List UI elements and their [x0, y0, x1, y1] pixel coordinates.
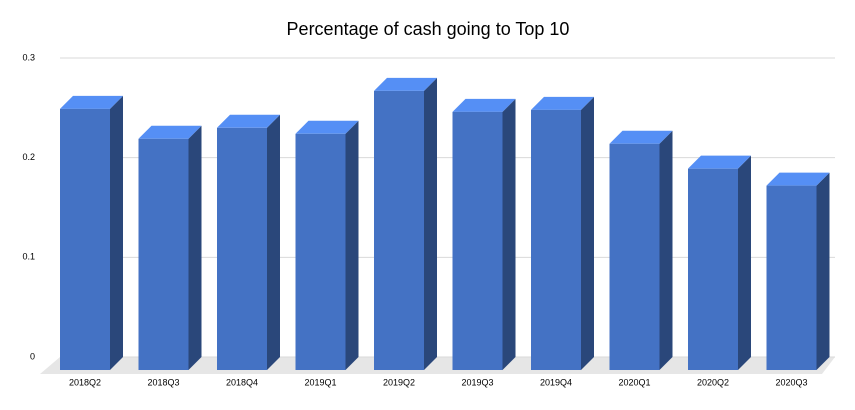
bar-side	[738, 155, 751, 370]
y-tick-label: 0.1	[22, 252, 35, 262]
bar	[688, 168, 738, 370]
x-tick-label: 2019Q2	[383, 377, 415, 387]
chart-title: Percentage of cash going to Top 10	[287, 19, 570, 39]
y-tick-label: 0.3	[22, 52, 35, 62]
bar	[60, 108, 110, 370]
bar-top	[60, 95, 123, 109]
bar	[766, 185, 817, 370]
x-tick-label: 2018Q4	[226, 377, 258, 387]
x-tick-label: 2020Q1	[618, 377, 650, 387]
x-tick-label: 2019Q4	[540, 377, 572, 387]
bar-top	[452, 98, 516, 112]
bar-side	[502, 98, 516, 370]
bar-top	[295, 120, 359, 134]
y-tick-label: 0	[30, 351, 35, 361]
bar-side	[188, 125, 202, 370]
bar-top	[374, 77, 437, 91]
x-tick-label: 2018Q2	[69, 377, 101, 387]
bar-top	[609, 130, 673, 144]
bar-side	[659, 130, 673, 370]
y-tick-label: 0.2	[22, 152, 35, 162]
bar-top	[217, 114, 280, 128]
bar	[531, 109, 581, 371]
bar-side	[267, 114, 280, 370]
bar	[452, 111, 503, 370]
bar-side	[581, 96, 594, 371]
bar	[138, 138, 189, 370]
bar-side	[345, 120, 359, 370]
bar-side	[816, 172, 830, 370]
x-tick-label: 2019Q3	[461, 377, 493, 387]
bar	[374, 90, 424, 370]
bar-top	[688, 155, 751, 169]
bar-top	[766, 172, 830, 186]
bar-top	[138, 125, 202, 139]
bar-side	[424, 77, 437, 370]
bar	[609, 143, 660, 370]
bar	[295, 133, 346, 370]
x-tick-label: 2018Q3	[147, 377, 179, 387]
x-tick-label: 2019Q1	[304, 377, 336, 387]
x-tick-label: 2020Q2	[697, 377, 729, 387]
bar	[217, 127, 267, 370]
x-tick-label: 2020Q3	[775, 377, 807, 387]
bar-top	[531, 96, 594, 110]
bar-side	[110, 95, 123, 370]
